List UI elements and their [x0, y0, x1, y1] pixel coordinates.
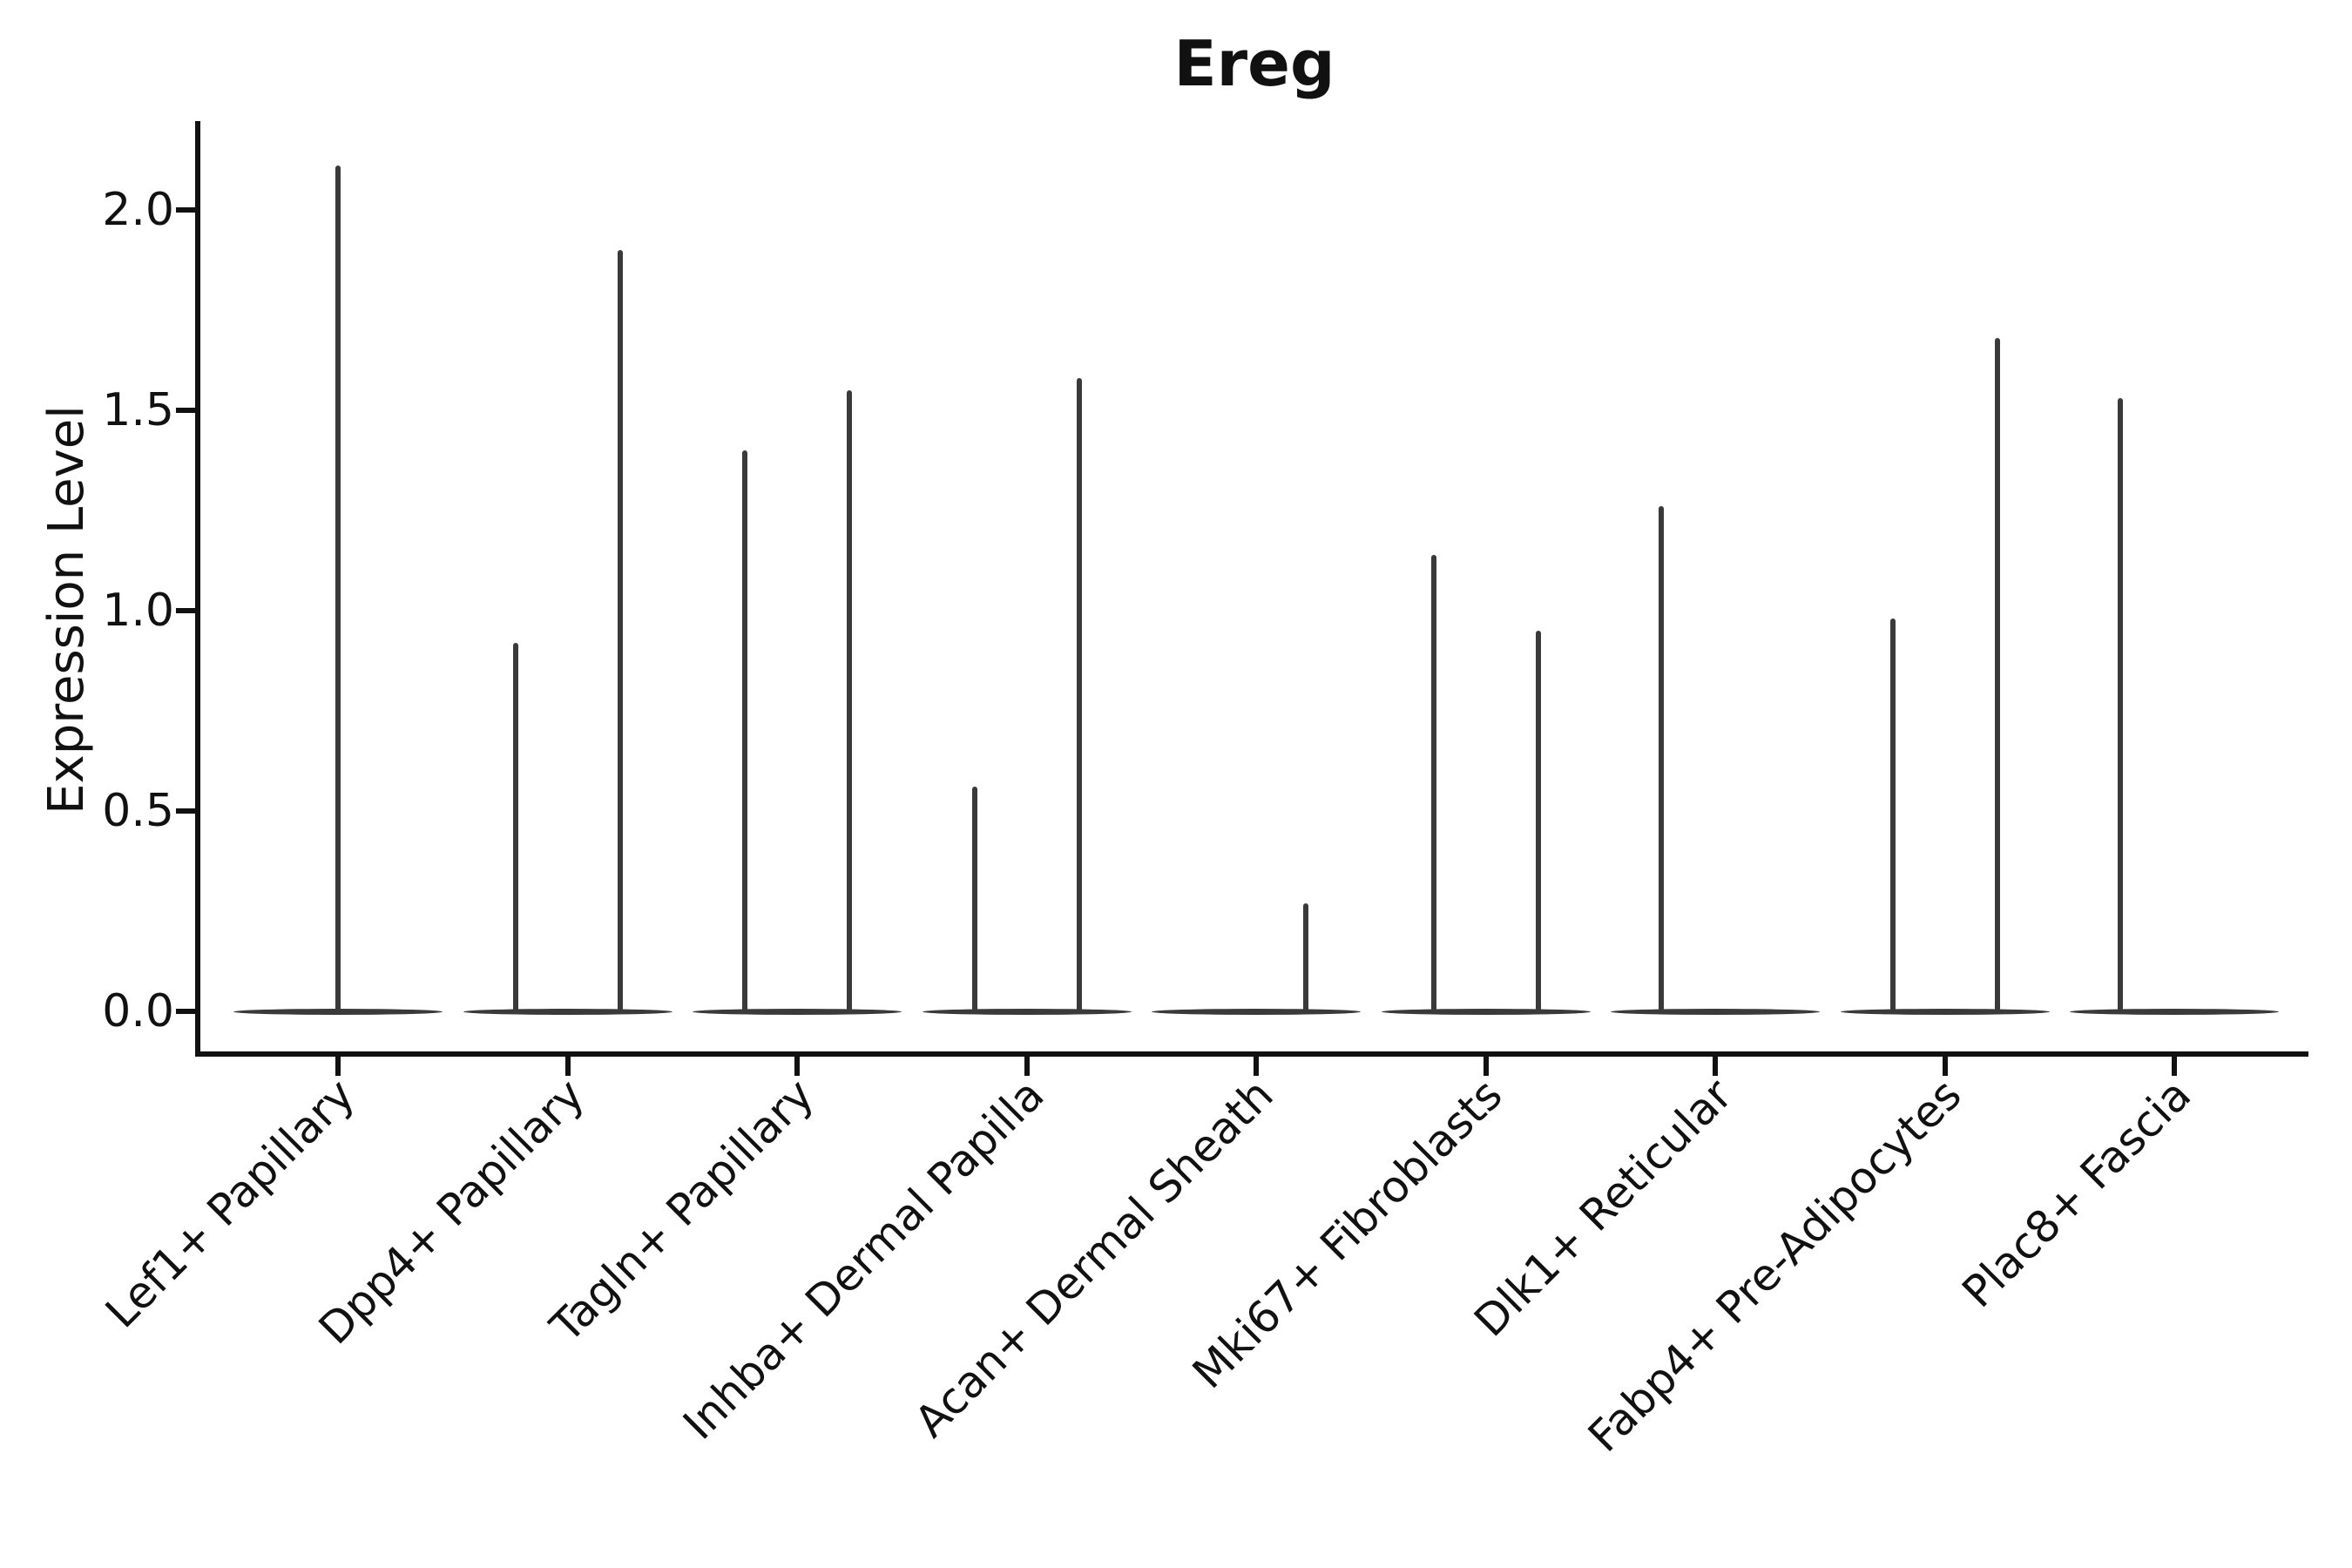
violin-spike	[1076, 378, 1082, 1014]
x-tick	[1024, 1057, 1030, 1076]
x-tick	[564, 1057, 571, 1076]
x-tick	[1254, 1057, 1259, 1076]
x-tick-label: Fabp4+ Pre-Adipocytes	[1578, 1069, 1972, 1462]
x-tick	[335, 1057, 341, 1076]
y-tick	[176, 408, 200, 413]
x-tick-label: Lef1+ Papillary	[96, 1069, 365, 1338]
x-tick-label: Plac8+ Fascia	[1952, 1069, 2201, 1318]
violin-baseline	[463, 1008, 672, 1015]
violin-baseline	[1840, 1008, 2050, 1015]
violin-baseline	[2070, 1008, 2279, 1015]
violin-spike	[1535, 631, 1541, 1014]
violin-spike	[742, 450, 747, 1014]
x-axis-spine	[195, 1051, 2308, 1057]
violin-baseline	[1381, 1008, 1591, 1015]
y-tick-label: 2.0	[102, 184, 174, 236]
y-tick	[176, 608, 200, 613]
violin-spike	[847, 390, 852, 1014]
chart-title: Ereg	[1173, 27, 1335, 100]
violin-spike	[2118, 398, 2123, 1014]
violin-spike	[1659, 506, 1664, 1014]
violin-baseline	[1611, 1008, 1820, 1015]
y-tick-label: 0.5	[102, 785, 174, 837]
x-tick	[1942, 1057, 1948, 1076]
violin-spike	[1303, 902, 1308, 1014]
violin-spike	[617, 250, 623, 1014]
violin-spike	[512, 642, 518, 1014]
x-tick	[794, 1057, 800, 1076]
violin-spike	[1994, 338, 2000, 1014]
x-tick	[2172, 1057, 2177, 1076]
violin-spike	[1430, 554, 1436, 1014]
violin-baseline	[693, 1008, 902, 1015]
y-tick	[176, 1009, 200, 1014]
x-tick	[1713, 1057, 1718, 1076]
y-tick	[176, 207, 200, 213]
violin-baseline	[922, 1008, 1132, 1015]
violin-spike	[1889, 618, 1896, 1014]
y-tick	[176, 808, 200, 814]
violin-baseline	[1152, 1008, 1361, 1015]
y-tick-label: 1.5	[102, 384, 174, 436]
violin-spike	[971, 787, 977, 1014]
violin-spike	[335, 166, 341, 1014]
y-tick-label: 1.0	[102, 585, 174, 637]
x-tick	[1483, 1057, 1489, 1076]
y-tick-label: 0.0	[102, 985, 174, 1037]
y-axis-spine	[195, 121, 200, 1057]
